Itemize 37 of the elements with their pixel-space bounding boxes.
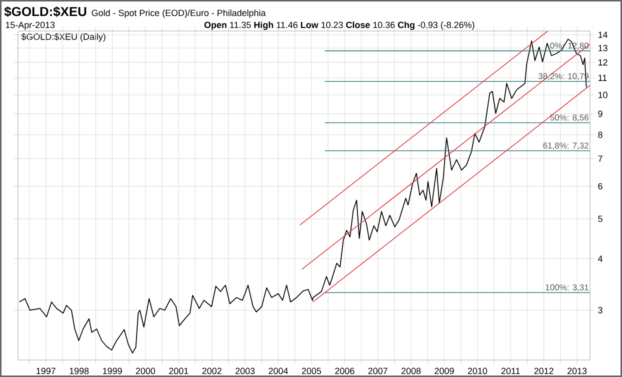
y-tick-label: 3 xyxy=(598,306,602,314)
x-tick-label: 2006 xyxy=(335,368,354,374)
x-tick-label: 2007 xyxy=(368,368,388,374)
y-tick-label: 8 xyxy=(598,131,602,138)
x-tick-label: 2011 xyxy=(501,368,520,374)
x-tick-label: 2001 xyxy=(169,368,188,374)
series-label: 61,8%: 7,32 xyxy=(543,142,588,150)
chart-subtitle: Gold - Spot Price (EOD)/Euro - Philadelphia xyxy=(92,9,266,18)
x-tick-label: 2008 xyxy=(402,368,421,374)
y-tick-label: 10 xyxy=(598,92,608,98)
annotation: $GOLD:$XEU (Daily) xyxy=(21,32,106,42)
y-tick-label: 13 xyxy=(598,44,608,51)
text: 15-Apr-2013 xyxy=(6,22,55,30)
x-tick-label: 2005 xyxy=(302,368,322,374)
series-label: 50%: 8,56 xyxy=(550,114,588,122)
x-tick-label: 2010 xyxy=(468,368,488,374)
y-tick-label: 5 xyxy=(598,215,602,222)
x-tick-label: 2012 xyxy=(534,368,554,374)
y-tick-label: 11 xyxy=(598,74,607,81)
x-tick-label: 1997 xyxy=(36,368,56,374)
y-tick-label: 14 xyxy=(598,31,608,38)
x-tick-label: 2000 xyxy=(136,368,156,374)
x-tick-label: 2002 xyxy=(202,368,222,374)
x-tick-label: 2013 xyxy=(568,368,587,374)
x-tick-label: 2003 xyxy=(236,368,255,374)
y-tick-label: 6 xyxy=(598,182,602,190)
y-tick-label: 4 xyxy=(598,255,602,262)
y-tick-label: 7 xyxy=(598,155,602,162)
x-tick-label: 1998 xyxy=(70,368,89,374)
x-tick-label: 1999 xyxy=(103,368,122,374)
series-label: 100%: 3,31 xyxy=(546,284,588,292)
x-tick-label: 2009 xyxy=(434,368,454,374)
chart-title: $GOLD:$XEU xyxy=(4,6,86,17)
y-tick-label: 12 xyxy=(598,58,608,66)
y-tick-label: 9 xyxy=(598,110,602,117)
text: Open 11.35 High 11.46 Low 10.23 Close 10.36 Chg -0.93 (-8.26%) xyxy=(204,21,474,30)
x-tick-label: 2004 xyxy=(268,368,288,374)
